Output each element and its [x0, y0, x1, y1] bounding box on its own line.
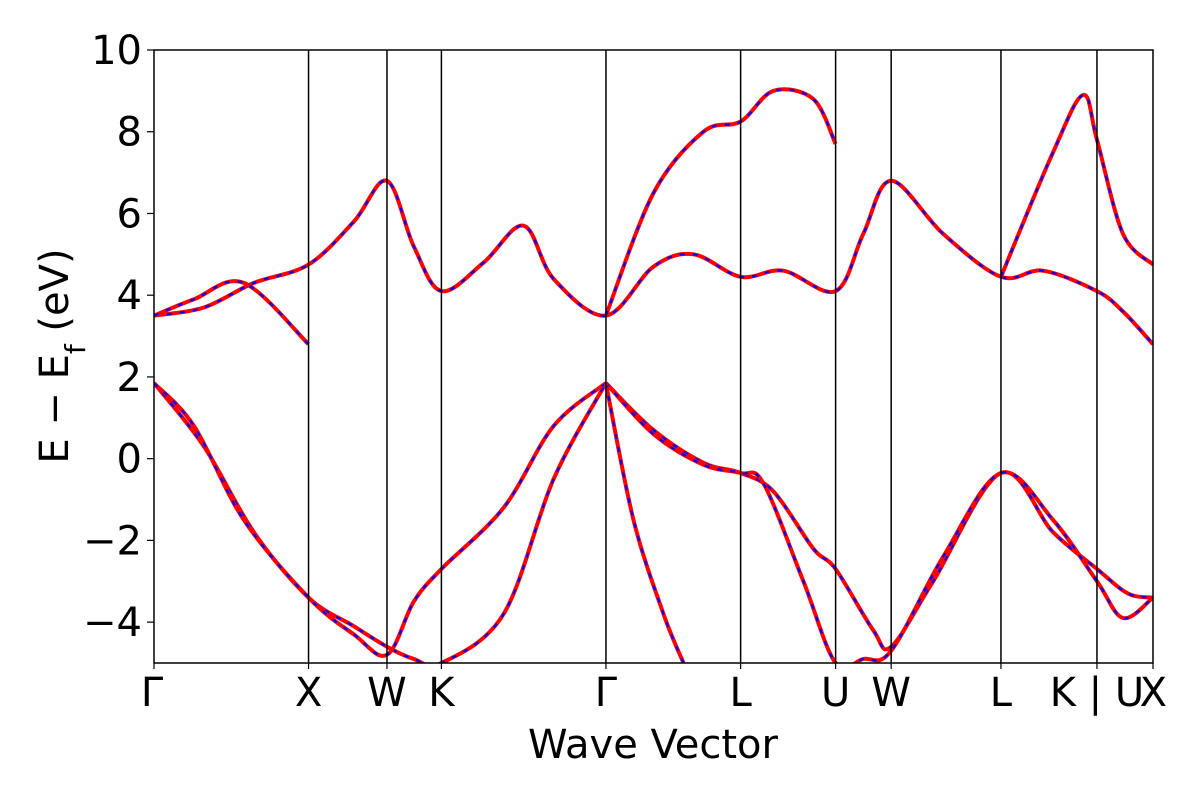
- band-line-red: [999, 93, 1153, 278]
- band-line-blue-dashed: [605, 382, 1153, 651]
- band-line-red: [154, 178, 1153, 346]
- x-tick-label: X: [295, 670, 322, 716]
- y-tick-label: 0: [117, 437, 142, 483]
- y-tick-label: −4: [83, 600, 142, 646]
- band-line-blue-dashed: [154, 179, 1153, 345]
- x-tick-label: K: [428, 670, 456, 716]
- y-tick-label: 2: [117, 355, 142, 401]
- band-line-red: [154, 279, 310, 346]
- x-tick-label: L: [729, 670, 752, 716]
- kpoint-lines: [307, 50, 1098, 663]
- y-tick-label: 10: [91, 28, 142, 74]
- band-line-blue-dashed: [999, 93, 1153, 278]
- y-axis-label-unit: (eV): [32, 248, 78, 344]
- x-axis-label: Wave Vector: [528, 722, 779, 768]
- y-tick-label: 6: [117, 191, 142, 237]
- y-tick-label: −2: [83, 518, 142, 564]
- x-tick-label: K | U: [1050, 670, 1144, 716]
- y-axis-ticks: −4 −2 0 2 4 6 8 10: [83, 28, 154, 646]
- plot-frame: [153, 49, 1154, 664]
- band-line-blue-dashed: [605, 382, 1153, 663]
- band-line-red: [604, 381, 1153, 663]
- x-tick-label: X: [1140, 670, 1167, 716]
- band-line-red: [604, 87, 838, 317]
- band-line-blue-dashed: [604, 382, 685, 663]
- band-line-red: [604, 381, 1153, 652]
- x-tick-label: W: [367, 670, 407, 716]
- x-tick-label: W: [871, 670, 911, 716]
- x-tick-label: U: [821, 670, 850, 716]
- band-lines: [154, 87, 1153, 663]
- y-tick-label: 8: [117, 110, 142, 156]
- y-axis-label-subscript: f: [59, 343, 92, 354]
- y-axis-label: E − Ef (eV): [32, 248, 92, 463]
- x-tick-label: Γ: [141, 670, 164, 716]
- y-axis-label-main: E − E: [32, 354, 78, 464]
- x-tick-label: L: [990, 670, 1013, 716]
- x-tick-label: Γ: [595, 670, 618, 716]
- y-tick-label: 4: [117, 273, 142, 319]
- band-line-red: [154, 381, 608, 663]
